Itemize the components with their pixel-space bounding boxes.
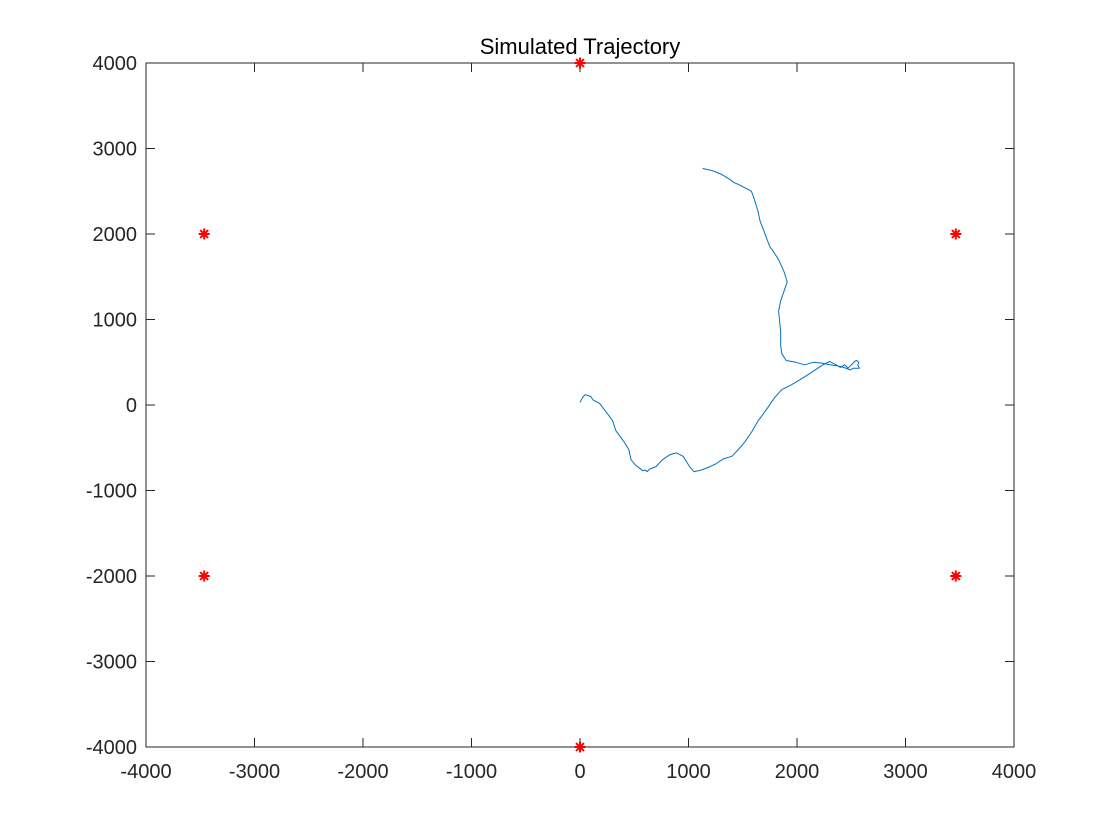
y-tick-label: -2000 — [86, 566, 137, 588]
anchor-marker — [574, 57, 586, 69]
x-tick-label: -3000 — [229, 761, 280, 783]
x-tick-label: 4000 — [992, 761, 1037, 783]
anchor-marker — [950, 570, 962, 582]
anchor-marker — [950, 228, 962, 240]
y-tick-label: 0 — [126, 395, 137, 417]
axes-box — [145, 62, 1015, 748]
y-tick-label: 2000 — [93, 224, 138, 246]
plot-area — [198, 57, 962, 753]
x-tick-label: 3000 — [883, 761, 928, 783]
x-tick-label: -4000 — [120, 761, 171, 783]
trajectory-line — [579, 167, 860, 473]
anchor-marker — [198, 570, 210, 582]
y-tick-label: 1000 — [93, 310, 138, 332]
anchor-marker — [198, 228, 210, 240]
marker-stroke — [575, 742, 585, 752]
marker-stroke — [951, 229, 961, 239]
marker-stroke — [575, 58, 585, 68]
marker-stroke — [199, 571, 209, 581]
axes: -4000 -3000 -2000 -1000 0 1000 2000 3000 4000 -40… — [86, 53, 1036, 783]
y-tick-label: -3000 — [86, 652, 137, 674]
y-tick-label: -1000 — [86, 481, 137, 503]
marker-stroke — [199, 229, 209, 239]
y-tick-label: -4000 — [86, 737, 137, 759]
y-tick-label: 3000 — [93, 139, 138, 161]
x-tick-label: 0 — [574, 761, 585, 783]
x-tick-label: -2000 — [337, 761, 388, 783]
x-tick-label: -1000 — [446, 761, 497, 783]
y-tick-label: 4000 — [93, 53, 138, 75]
anchor-marker — [574, 741, 586, 753]
x-tick-label: 2000 — [775, 761, 820, 783]
marker-stroke — [951, 571, 961, 581]
chart-title: Simulated Trajectory — [480, 34, 681, 59]
x-tick-label: 1000 — [666, 761, 711, 783]
